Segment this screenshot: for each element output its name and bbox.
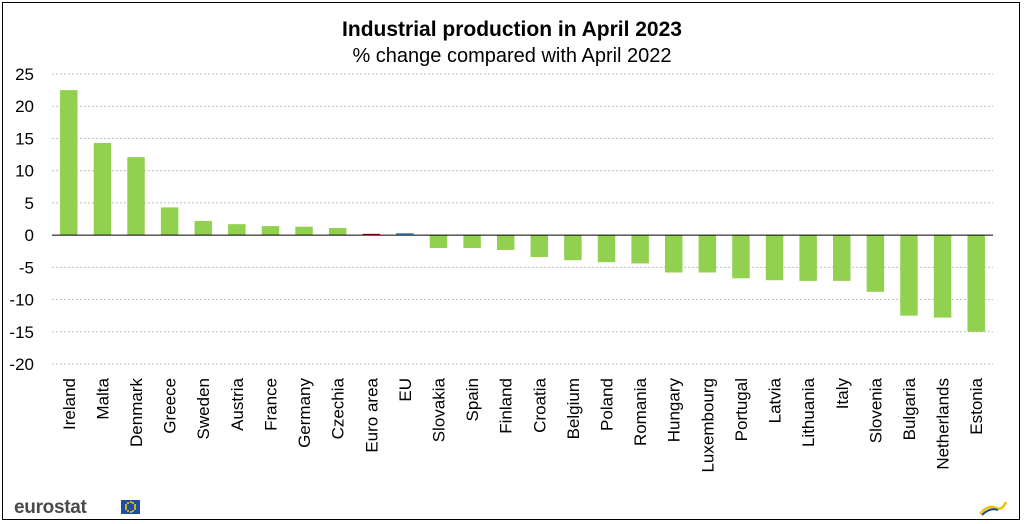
x-tick-label: Italy — [833, 378, 852, 410]
x-tick-label: EU — [396, 378, 415, 402]
bar — [328, 228, 347, 236]
bar — [967, 235, 985, 332]
eu-flag-icon — [121, 500, 140, 514]
eu-star-icon — [131, 510, 134, 513]
y-tick-label: 0 — [25, 226, 34, 245]
x-tick-label: Greece — [161, 378, 180, 434]
bar — [60, 90, 78, 236]
eu-star-icon — [134, 506, 137, 508]
eu-star-icon — [124, 506, 127, 508]
eu-star-icon — [133, 503, 136, 506]
bar — [295, 226, 313, 236]
bar — [429, 235, 448, 248]
x-tick-label: Slovakia — [429, 377, 448, 442]
bar — [866, 235, 885, 292]
y-tick-label: -20 — [9, 355, 34, 374]
x-tick-label: Austria — [228, 377, 247, 430]
x-tick-label: Netherlands — [934, 378, 953, 470]
bar — [698, 235, 717, 273]
bar — [597, 235, 616, 263]
bar — [228, 224, 246, 236]
x-tick-label: Denmark — [127, 378, 146, 447]
x-tick-label: France — [261, 378, 280, 431]
x-tick-label: Bulgaria — [900, 377, 919, 440]
eu-star-icon — [131, 501, 134, 504]
x-tick-label: Poland — [598, 378, 617, 431]
bar — [194, 220, 212, 236]
bar — [463, 235, 481, 248]
x-tick-label: Luxembourg — [698, 378, 717, 473]
x-tick-label: Belgium — [564, 378, 583, 439]
bar — [496, 235, 515, 250]
x-tick-label: Finland — [497, 378, 516, 434]
bar — [631, 235, 649, 264]
eu-star-icon — [129, 501, 132, 504]
swoosh-icon — [979, 501, 1008, 516]
y-tick-label: 15 — [15, 129, 34, 148]
x-tick-label: Slovenia — [866, 377, 885, 443]
bar — [530, 235, 549, 258]
logo-text: eurostat — [14, 497, 87, 518]
x-tick-label: Portugal — [732, 378, 751, 441]
bar — [564, 235, 582, 261]
x-tick-label: Ireland — [60, 378, 79, 430]
x-tick-label: Croatia — [530, 377, 549, 432]
y-tick-label: 10 — [15, 162, 34, 181]
bar — [127, 157, 145, 236]
eu-star-icon — [129, 510, 132, 513]
eu-star-icon — [125, 503, 128, 506]
x-tick-label: Hungary — [665, 378, 684, 443]
x-tick-label: Germany — [295, 378, 314, 448]
bar — [261, 226, 280, 236]
bar — [664, 235, 683, 273]
y-tick-label: 20 — [15, 97, 34, 116]
x-tick-label: Spain — [463, 378, 482, 421]
bar — [396, 233, 414, 235]
bar — [160, 207, 179, 236]
bar — [933, 235, 952, 318]
x-tick-label: Malta — [93, 377, 112, 419]
bar — [765, 235, 784, 281]
bar — [900, 235, 918, 316]
x-tick-label: Lithuania — [799, 377, 818, 447]
y-tick-label: -10 — [9, 291, 34, 310]
y-tick-label: -15 — [9, 323, 34, 342]
x-tick-label: Czechia — [329, 377, 348, 439]
chart-title: Industrial production in April 2023 — [342, 18, 682, 41]
chart-subtitle: % change compared with April 2022 — [352, 45, 672, 67]
eu-star-icon — [133, 508, 136, 511]
bar — [362, 233, 381, 236]
x-tick-label: Estonia — [967, 377, 986, 434]
eu-star-icon — [127, 501, 130, 504]
x-tick-label: Sweden — [194, 378, 213, 439]
eu-star-icon — [125, 508, 128, 511]
bar — [799, 235, 817, 281]
y-tick-label: 25 — [15, 65, 34, 84]
x-tick-label: Latvia — [766, 377, 785, 423]
y-tick-label: 5 — [25, 194, 34, 213]
x-tick-label: Euro area — [362, 377, 381, 452]
bar — [833, 235, 851, 281]
bar — [93, 142, 112, 236]
bar — [732, 235, 750, 279]
x-tick-label: Romania — [631, 377, 650, 446]
eu-star-icon — [127, 510, 130, 513]
y-tick-label: -5 — [19, 258, 34, 277]
